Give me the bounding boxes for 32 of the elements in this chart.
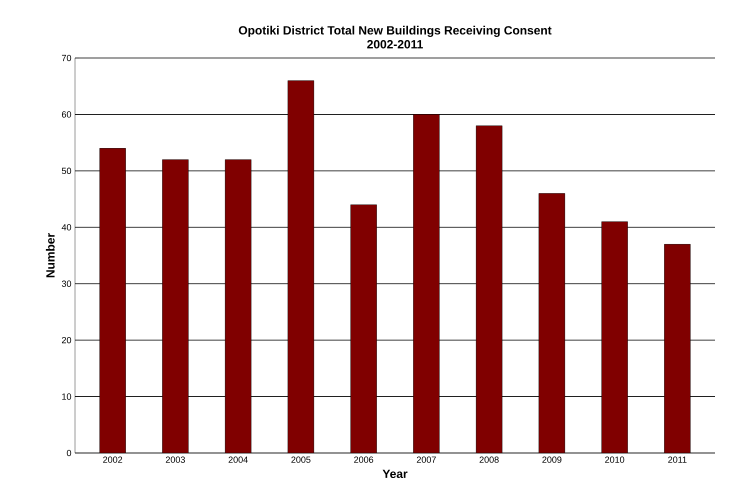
y-tick-label: 10 [62,393,72,400]
x-tick-label: 2011 [668,456,687,463]
x-axis-title: Year [382,470,408,478]
y-axis-title: Number [46,233,55,278]
bar [225,160,252,453]
bar [350,204,377,453]
y-tick-label: 60 [62,111,72,118]
y-tick-label: 20 [62,336,72,344]
bar [100,148,126,453]
chart-subtitle: 2002-2011 [367,40,423,48]
bar [413,114,440,453]
bar [602,222,628,453]
bar [162,160,188,453]
x-tick-label: 2008 [480,456,499,463]
bar [476,126,502,453]
x-tick-label: 2003 [166,456,185,463]
bar [288,80,314,453]
x-tick-label: 2002 [103,456,122,463]
y-tick-label: 30 [62,280,72,287]
y-tick-label: 50 [62,168,72,174]
x-tick-label: 2010 [605,456,624,463]
x-tick-label: 2009 [542,456,562,463]
x-tick-label: 2006 [354,456,374,463]
y-tick-label: 0 [66,450,72,456]
bar [538,193,565,453]
x-tick-label: 2007 [416,456,436,463]
bar [664,244,691,453]
x-tick-label: 2004 [228,456,248,463]
y-tick-label: 70 [62,54,72,62]
chart-title: Opotiki District Total New Buildings Receiving Consent [238,26,552,37]
y-tick-label: 40 [62,224,72,230]
x-tick-label: 2005 [291,456,310,463]
